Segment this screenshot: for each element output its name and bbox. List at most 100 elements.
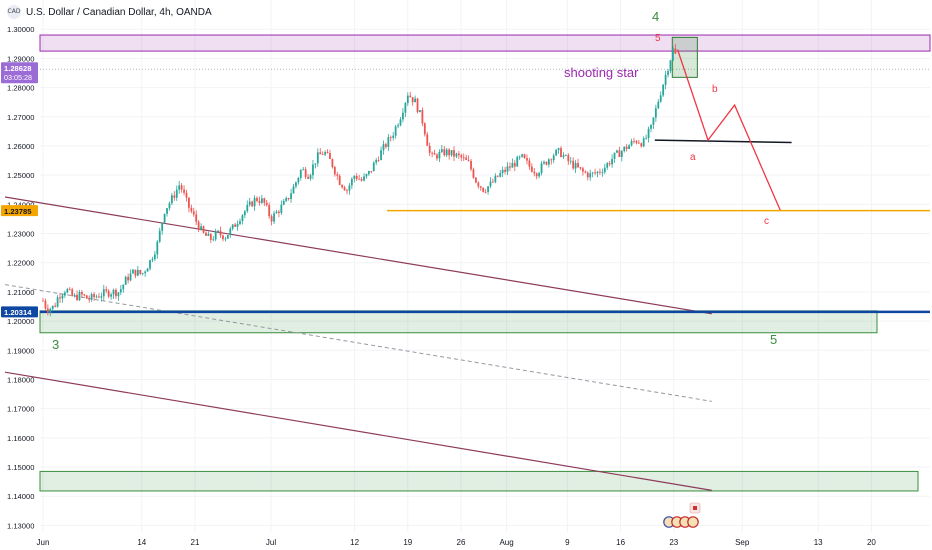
wave-label-3: 3: [52, 337, 59, 352]
y-tick-label: 1.27000: [7, 113, 34, 122]
candle-body: [100, 296, 103, 298]
candle-body: [129, 273, 132, 281]
candle-body: [414, 98, 416, 103]
channel-mid-dashed-line: [4, 284, 712, 402]
candle-body: [226, 235, 229, 239]
candle-body: [217, 230, 220, 232]
candle-body: [236, 223, 239, 227]
candle-body: [472, 169, 475, 178]
candle-body: [85, 295, 88, 299]
symbol-icon: CAD: [7, 5, 21, 19]
candle-body: [487, 186, 489, 192]
candle-body: [394, 126, 397, 136]
candle-body: [295, 182, 297, 187]
candle-body: [372, 162, 375, 172]
candle-body: [516, 156, 519, 167]
candle-body: [564, 155, 567, 156]
candle-body: [467, 159, 470, 161]
candle-body: [409, 95, 412, 98]
candle-body: [314, 163, 317, 165]
candle-body: [470, 160, 472, 170]
candle-body: [494, 175, 497, 183]
candle-body: [462, 157, 465, 159]
candle-body: [530, 166, 533, 172]
candle-body: [46, 308, 49, 313]
candle-body: [127, 276, 130, 281]
candle-body: [73, 294, 76, 296]
candle-body: [523, 154, 526, 159]
chart-title: U.S. Dollar / Canadian Dollar, 4h, OANDA: [26, 6, 212, 18]
candle-body: [265, 202, 268, 206]
candle-body: [399, 119, 402, 126]
candle-body: [88, 298, 91, 300]
candle-body: [178, 185, 181, 190]
candle-body: [518, 156, 521, 158]
candle-body: [205, 232, 207, 236]
candle-body: [652, 117, 655, 125]
candle-body: [671, 48, 674, 61]
candle-body: [229, 228, 232, 236]
candle-body: [273, 213, 275, 222]
candle-body: [312, 164, 314, 176]
candle-body: [640, 143, 643, 147]
candle-body: [594, 172, 596, 174]
candle-body: [241, 215, 244, 222]
candle-body: [375, 159, 378, 163]
candle-body: [545, 161, 548, 165]
candle-body: [513, 163, 516, 167]
candle-body: [562, 155, 565, 157]
candle-body: [538, 173, 541, 177]
candle-body: [506, 166, 509, 172]
candle-body: [630, 141, 633, 146]
blue-price-tag: 1.20314: [4, 308, 32, 317]
candle-body: [331, 159, 334, 168]
candle-body: [650, 124, 652, 129]
candle-body: [474, 177, 477, 183]
candle-body: [146, 268, 149, 272]
candle-body: [633, 141, 635, 142]
candle-body: [168, 203, 171, 209]
candle-body: [71, 289, 74, 296]
candle-body: [416, 98, 419, 113]
candle-body: [98, 296, 100, 298]
candle-body: [132, 269, 134, 274]
candle-body: [606, 163, 609, 168]
candle-body: [380, 150, 382, 160]
candle-body: [382, 144, 385, 151]
candle-body: [365, 174, 368, 177]
y-tick-label: 1.28000: [7, 84, 34, 93]
candle-body: [654, 108, 657, 118]
candle-body: [231, 224, 234, 229]
x-tick-label: 9: [565, 538, 570, 547]
candle-body: [350, 178, 353, 186]
candle-body: [93, 294, 95, 298]
event-marker-icon: [687, 516, 699, 528]
candle-body: [122, 284, 125, 290]
candle-body: [662, 84, 665, 96]
channel-lower-line: [4, 371, 712, 491]
candle-body: [329, 152, 331, 160]
candle-body: [419, 110, 421, 113]
candle-body: [496, 175, 499, 177]
purple-resistance-zone: [39, 34, 931, 52]
candle-body: [436, 154, 438, 159]
current-price-tag-bg: [1, 62, 38, 84]
candle-body: [234, 224, 237, 227]
candle-body: [153, 254, 156, 260]
candle-body: [42, 300, 44, 302]
candle-body: [402, 112, 404, 120]
candle-body: [192, 211, 195, 215]
candle-body: [246, 204, 249, 212]
support-price-tag-bg: [1, 205, 38, 217]
candle-body: [56, 297, 59, 307]
wave-label-c: c: [764, 216, 769, 227]
candle-body: [268, 205, 271, 217]
candles: [42, 44, 677, 317]
candle-body: [426, 134, 429, 146]
candle-body: [616, 150, 618, 153]
candle-body: [134, 269, 137, 276]
candle-body: [51, 305, 54, 309]
candle-body: [645, 137, 648, 139]
